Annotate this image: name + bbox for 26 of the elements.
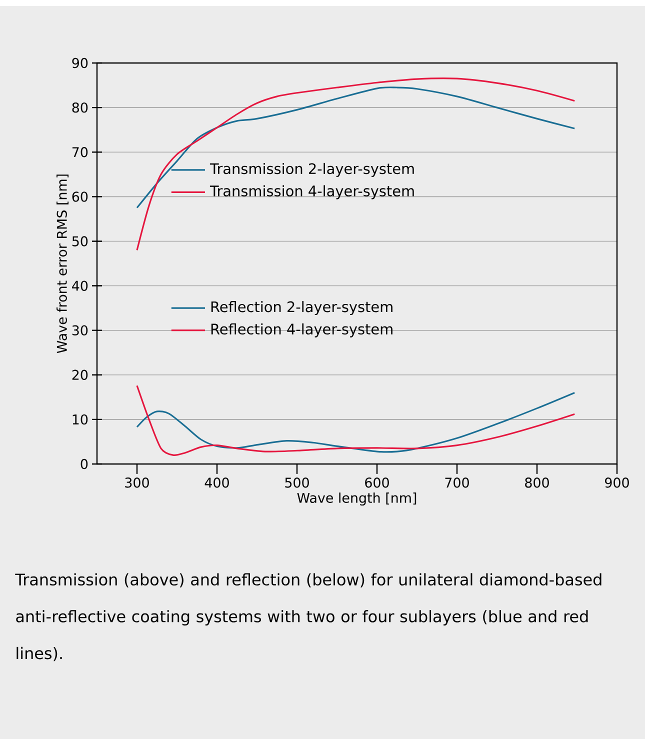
line-series	[136, 78, 576, 251]
y-tick-label: 0	[80, 458, 88, 470]
y-tick-label: 60	[72, 192, 88, 202]
y-tick-label: 80	[72, 102, 88, 113]
legend-label: Transmission 2-layer-system	[210, 162, 414, 177]
legend-label: Reflection 2-layer-system	[211, 301, 392, 316]
x-tick-label: 500	[285, 478, 309, 488]
legend-label: Reflection 4-layer-system	[211, 323, 392, 338]
x-tick-label: 700	[445, 478, 469, 488]
text: Transmission (above) and reflection (below) for unilateral diamond-based anti-reflective coating systems with two or four sublayers (blue and red lines).	[15, 573, 602, 662]
y-tick-label: 10	[72, 414, 88, 425]
x-tick-label: 600	[365, 478, 389, 488]
y-tick-label: 30	[72, 325, 88, 336]
x-tick-label: 900	[605, 478, 629, 488]
x-tick-label: 800	[525, 478, 549, 488]
x-tick-label: 400	[204, 478, 229, 488]
x-axis-title: Wave length [nm]	[297, 492, 416, 506]
y-tick-label: 90	[72, 58, 88, 68]
y-axis-title: Wave front error RMS [nm]	[56, 174, 69, 354]
y-tick-label: 40	[72, 280, 88, 291]
y-tick-label: 70	[72, 147, 88, 158]
line-series	[136, 86, 576, 209]
legend-label: Transmission 4-layer-system	[210, 185, 414, 200]
x-tick-label: 300	[125, 478, 149, 488]
y-tick-label: 20	[72, 370, 88, 380]
y-tick-label: 50	[72, 236, 88, 246]
